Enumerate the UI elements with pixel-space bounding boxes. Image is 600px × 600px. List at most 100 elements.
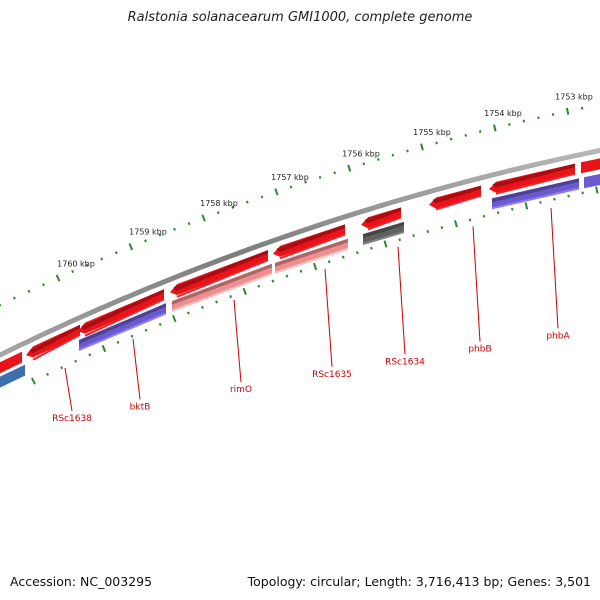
scale-minor-tick (85, 263, 89, 267)
scale-label: 1755 kbp (413, 128, 451, 137)
scale-minor-tick (304, 180, 307, 184)
gene-highlight (274, 247, 349, 274)
scale-minor-tick (478, 130, 482, 134)
scale-label: 1758 kbp (200, 199, 238, 208)
scale-minor-tick (581, 191, 584, 195)
scale-minor-tick (215, 300, 218, 304)
scale-minor-tick (356, 251, 359, 255)
gene-arrow-partial[interactable] (0, 351, 22, 376)
scale-major-tick (274, 188, 279, 196)
genome-title: Ralstonia solanacearum GMI1000, complete… (127, 10, 473, 25)
gene-highlight (362, 230, 405, 245)
scale-minor-tick (511, 207, 514, 211)
scale-minor-tick (271, 279, 275, 283)
scale-minor-tick (391, 153, 395, 157)
scale-major-tick (313, 262, 318, 271)
topology-summary: Topology: circular; Length: 3,716,413 bp… (247, 574, 591, 589)
scale-minor-tick (285, 274, 289, 278)
scale-minor-tick (449, 137, 453, 141)
gene-highlight (32, 333, 81, 361)
scale-minor-tick (231, 205, 235, 209)
gene-label: RSc1638 (52, 414, 92, 424)
gene-label: phbB (468, 345, 491, 355)
scale-minor-tick (46, 372, 49, 376)
scale-minor-tick (260, 195, 264, 199)
scale-minor-tick (567, 194, 570, 198)
gene-highlight (367, 216, 402, 231)
gene-label: RSc1634 (385, 357, 425, 367)
scale-minor-tick (468, 218, 472, 222)
scale-minor-tick (100, 257, 104, 261)
scale-minor-tick (60, 366, 64, 370)
gene-track (0, 157, 600, 390)
gene-block-partial[interactable] (0, 364, 25, 390)
scale-minor-tick (289, 185, 293, 189)
gene-label: RSc1635 (312, 370, 352, 380)
gene-shade (276, 224, 345, 253)
scale-minor-tick (158, 322, 162, 326)
scale-major-tick (101, 344, 107, 353)
scale-major-tick (493, 124, 497, 132)
gene-highlight (78, 312, 167, 351)
gene-label: phbA (546, 331, 570, 341)
scale-minor-tick (201, 305, 204, 309)
gene-highlight (435, 194, 482, 211)
scale-major-tick (595, 186, 599, 194)
gene-labels: RSc1638 bktB rimO RSc1635 RSc1634 phbB phbA (52, 207, 570, 424)
gene-shade (364, 207, 401, 224)
gene-shade (492, 178, 579, 203)
scale-major-tick (347, 164, 352, 172)
scale-minor-tick (435, 141, 438, 145)
gene-leader-line (324, 268, 333, 367)
scale-minor-tick (327, 260, 331, 264)
scale-minor-tick (522, 119, 526, 123)
genome-backbone (0, 147, 600, 358)
gene-leader-line (472, 226, 481, 342)
scale-minor-tick (553, 197, 556, 201)
scale-label: 1756 kbp (342, 149, 380, 158)
gene-highlight (491, 187, 580, 210)
scale-minor-tick (370, 246, 373, 250)
scale-minor-tick (318, 175, 322, 179)
gene-label: rimO (230, 385, 252, 395)
scale-minor-tick (482, 214, 486, 218)
scale-major-tick (383, 240, 388, 248)
scale-track: 1760 kbp 1759 kbp 1758 kbp 1757 kbp 1756 kbp… (0, 92, 599, 385)
scale-minor-tick (186, 311, 190, 315)
scale-minor-tick (464, 133, 467, 137)
scale-major-tick (524, 202, 529, 210)
gene-block-partial[interactable] (584, 173, 600, 189)
scale-minor-tick (74, 359, 78, 363)
gene-leader-line (233, 299, 242, 383)
scale-minor-tick (187, 222, 191, 226)
gene-leader-line (132, 338, 141, 400)
scale-minor-tick (440, 226, 444, 230)
gene-highlight (495, 172, 576, 195)
scale-minor-tick (144, 328, 148, 332)
gene-arrow-partial[interactable] (581, 157, 600, 174)
gene-label: bktB (130, 402, 151, 412)
gene-highlight (176, 259, 269, 298)
scale-minor-tick (88, 353, 92, 357)
gene-shade (432, 185, 481, 204)
scale-minor-tick (580, 106, 584, 110)
scale-minor-tick (216, 211, 220, 215)
gene-shade (81, 289, 164, 330)
gene-shade (29, 324, 80, 354)
accession-label: Accession: NC_003295 (10, 574, 153, 589)
scale-minor-tick (245, 200, 249, 204)
gene-shade (363, 221, 404, 238)
scale-minor-tick (398, 238, 401, 242)
gene-highlight (279, 233, 346, 260)
scale-minor-tick (362, 162, 366, 166)
scale-major-tick (454, 220, 458, 228)
scale-minor-tick (158, 233, 162, 237)
scale-minor-tick (496, 211, 500, 215)
gene-highlight (84, 298, 165, 337)
scale-minor-tick (539, 200, 542, 204)
scale-minor-tick (406, 149, 409, 153)
scale-minor-tick (537, 116, 540, 120)
gene-shade (275, 238, 348, 267)
scale-minor-tick (130, 334, 134, 338)
